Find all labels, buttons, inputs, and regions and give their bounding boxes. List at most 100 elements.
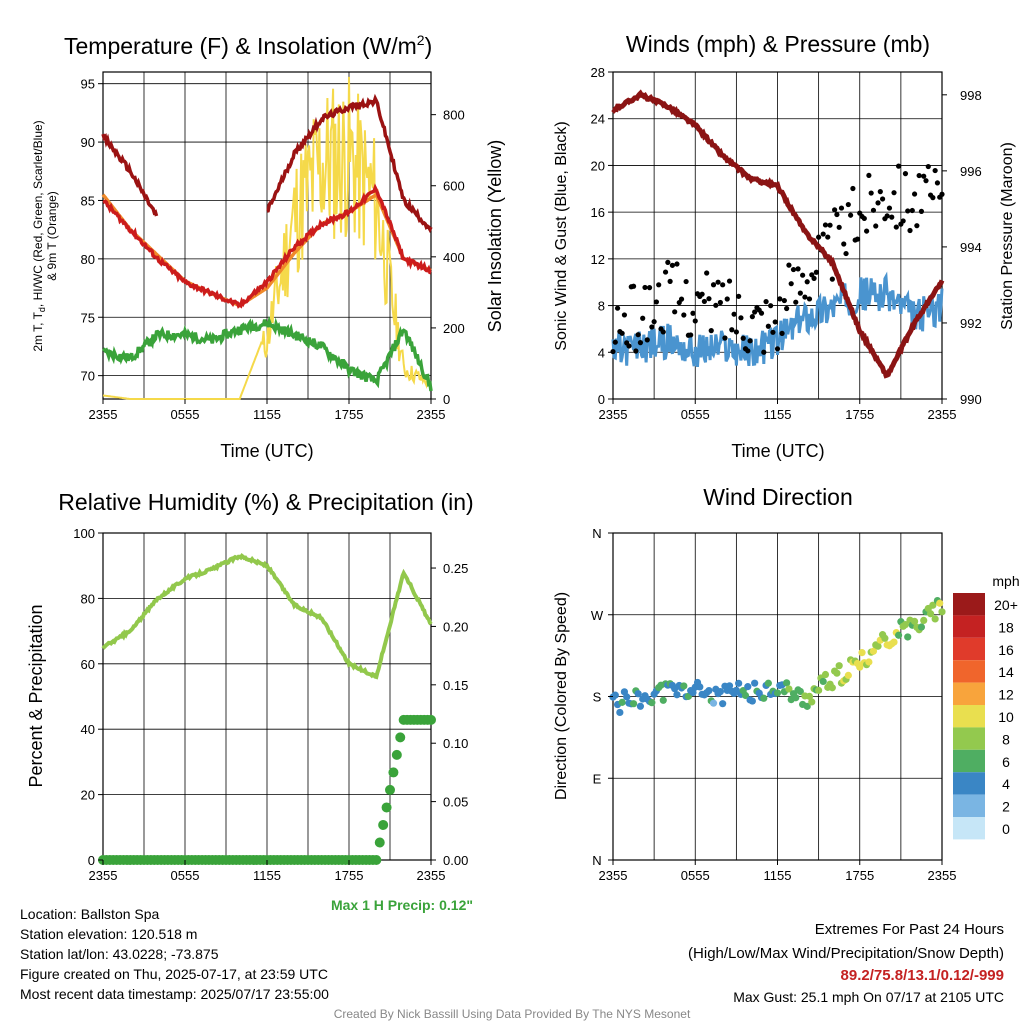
gust-point	[836, 224, 842, 230]
y-tick-label-right: 0.15	[443, 678, 468, 693]
gust-point	[715, 279, 721, 285]
gust-point	[674, 261, 680, 267]
x-tick-label: 2355	[89, 868, 118, 883]
gust-point	[690, 310, 696, 316]
gust-point	[884, 213, 890, 219]
panel-br-grid	[613, 533, 942, 860]
gust-point	[651, 319, 657, 325]
gust-point	[802, 294, 808, 300]
panel-tl-xlabel: Time (UTC)	[220, 441, 313, 461]
panel-tl-xticks: 2355 0555 1155 1755 2355	[89, 399, 445, 422]
gust-point	[633, 348, 639, 354]
x-tick-label: 1155	[253, 407, 281, 422]
gust-point	[811, 275, 817, 282]
legend-label: 20+	[994, 597, 1018, 613]
x-tick-label: 1755	[845, 407, 874, 422]
gust-point	[923, 178, 929, 184]
gust-point	[816, 234, 822, 240]
gust-point	[834, 211, 840, 218]
gust-point	[930, 195, 936, 201]
direction-point	[920, 616, 928, 625]
y-tick-label-left: N	[592, 526, 601, 541]
sonic-wind-line	[611, 271, 944, 367]
gust-point	[825, 234, 831, 240]
direction-point	[894, 631, 903, 639]
gust-point	[804, 279, 810, 285]
gust-point	[902, 171, 909, 177]
direction-point	[858, 649, 866, 657]
direction-point	[623, 693, 631, 701]
gust-point	[797, 290, 803, 296]
gust-point	[747, 338, 753, 344]
x-tick-label: 1155	[764, 407, 792, 422]
gust-point	[907, 227, 913, 234]
direction-point	[821, 670, 830, 679]
direction-point	[709, 699, 718, 707]
gust-point	[879, 196, 886, 202]
gust-point	[911, 191, 918, 197]
gust-point	[706, 296, 712, 302]
precip-point	[381, 802, 392, 813]
y-tick-label-right: 992	[960, 316, 982, 331]
gust-point	[918, 208, 925, 214]
y-tick-label-left: W	[591, 608, 604, 623]
panel-tl-yticks-left: 70 75 80 85 90 95	[81, 77, 103, 384]
gust-point	[699, 291, 705, 297]
gust-point	[886, 205, 893, 211]
panel-tr-ylabel-left: Sonic Wind & Gust (Blue, Black)	[553, 121, 570, 350]
gust-point	[665, 259, 671, 265]
direction-point	[808, 698, 816, 706]
direction-point	[673, 691, 681, 699]
gust-point	[704, 270, 710, 276]
gust-point	[644, 337, 650, 343]
legend-swatch	[953, 727, 985, 750]
gust-point	[761, 349, 767, 355]
gust-point	[614, 305, 621, 311]
y-tick-label-left: E	[593, 771, 602, 786]
direction-point	[890, 638, 898, 646]
gust-point	[895, 163, 902, 169]
legend-label: 16	[998, 642, 1014, 658]
y-tick-label-right: 990	[960, 392, 982, 407]
legend-label: 6	[1002, 754, 1010, 770]
y-tick-label-left: 70	[81, 369, 95, 384]
gust-point	[642, 284, 648, 291]
x-tick-label: 1755	[335, 407, 364, 422]
recent-text: Most recent data timestamp: 2025/07/17 2…	[20, 986, 329, 1002]
gust-point	[770, 329, 776, 335]
y-tick-label-left: 20	[81, 788, 95, 803]
x-tick-label: 0555	[171, 407, 200, 422]
legend-swatch	[953, 817, 985, 840]
y-tick-label-left: 8	[598, 299, 605, 314]
direction-point	[865, 658, 873, 666]
y-tick-label-right: 994	[960, 240, 982, 255]
y-tick-label-right: 600	[443, 179, 465, 194]
legend-label: 18	[998, 619, 1014, 635]
gust-point	[731, 311, 737, 317]
gust-point	[656, 282, 662, 288]
gust-point	[795, 266, 801, 272]
gust-point	[649, 324, 655, 330]
direction-point	[634, 690, 642, 698]
panel-tr-title: Winds (mph) & Pressure (mb)	[626, 31, 930, 57]
heat-index-line	[101, 93, 433, 234]
direction-point	[773, 689, 782, 697]
panel-bl-yticks-right: 0.00 0.05 0.10 0.15 0.20 0.25	[431, 561, 468, 868]
panel-bl-ylabel-left: Percent & Precipitation	[26, 604, 46, 787]
direction-point	[719, 700, 727, 708]
gust-point	[793, 299, 799, 305]
legend-swatch	[953, 660, 985, 683]
gust-point	[768, 303, 774, 309]
precip-point	[388, 767, 399, 778]
gust-point	[701, 298, 707, 305]
y-tick-label-left: N	[592, 853, 601, 868]
gust-point	[909, 207, 915, 214]
legend-label: 10	[998, 709, 1014, 725]
panel-bl-grid	[103, 533, 431, 860]
gust-point	[619, 330, 625, 336]
direction-point	[611, 691, 619, 699]
y-tick-label-right: 400	[443, 250, 465, 265]
gust-point	[925, 163, 931, 170]
direction-point	[735, 679, 743, 687]
gust-point	[843, 250, 849, 257]
